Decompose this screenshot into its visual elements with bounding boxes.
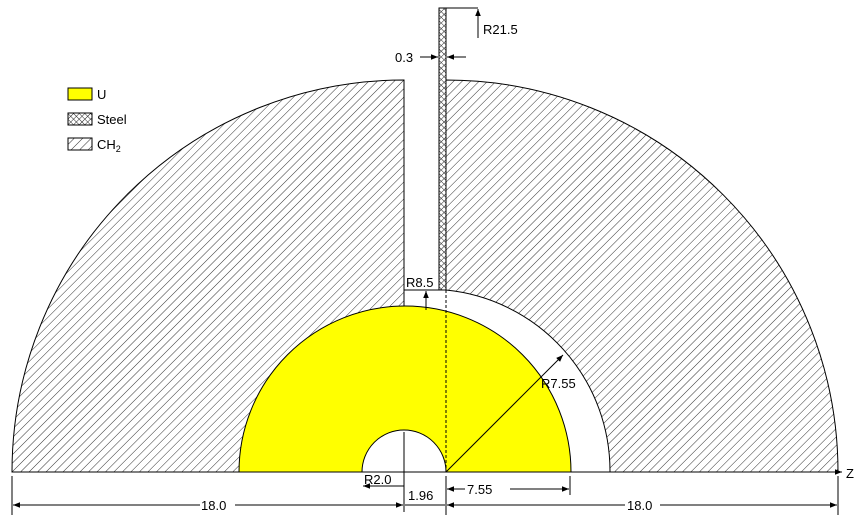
dim-label: R21.5 [483, 22, 518, 37]
legend-swatch [67, 112, 93, 126]
legend-label: U [97, 87, 106, 102]
ch2-right [445, 79, 839, 473]
dim-label: R7.55 [541, 376, 576, 391]
dim-label: R2.0 [364, 472, 391, 487]
legend-text: CH [97, 137, 116, 152]
axis-label: Z [846, 466, 854, 481]
steel-rod [438, 7, 447, 291]
dim-label: 18.0 [201, 498, 226, 513]
dim-label: 0.3 [395, 50, 413, 65]
dim-label: R8.5 [406, 275, 433, 290]
legend-swatch [67, 87, 93, 101]
dim-label: 18.0 [627, 498, 652, 513]
dim-label: 7.55 [467, 482, 492, 497]
legend-subscript: 2 [116, 144, 121, 154]
legend-label: CH2 [97, 137, 121, 154]
legend-label: Steel [97, 112, 127, 127]
dim-arrow [445, 354, 564, 473]
legend-swatch [67, 137, 93, 151]
dim-label: 1.96 [408, 488, 433, 503]
